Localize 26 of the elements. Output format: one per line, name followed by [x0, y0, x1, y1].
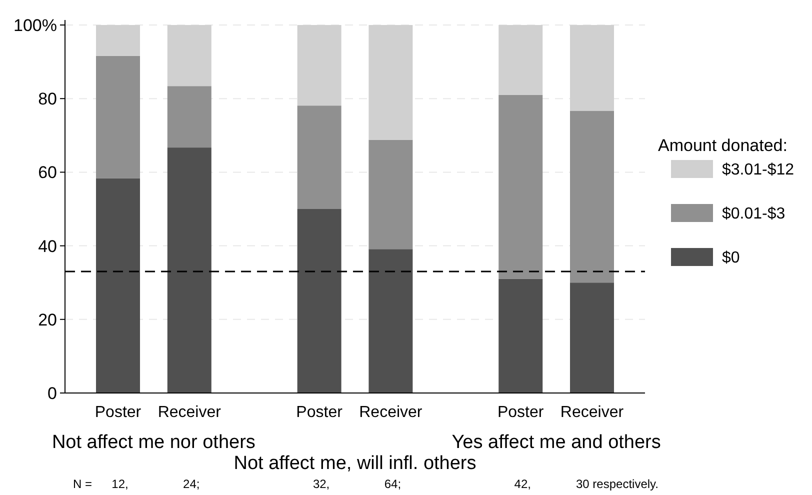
x-tick-label: Receiver	[560, 404, 624, 421]
text: Not affect me nor others	[52, 432, 256, 453]
x-tick-label: Receiver	[359, 404, 423, 421]
text: 24;	[183, 477, 200, 491]
y-tick-label: 0	[48, 384, 57, 403]
y-tick-label: 100%	[14, 16, 57, 35]
text: 12,	[112, 477, 128, 491]
y-tick-label: 40	[38, 236, 57, 256]
text: Yes affect me and others	[452, 432, 661, 453]
legend-label: $0	[722, 250, 740, 267]
y-tick-label: 60	[38, 163, 57, 182]
y-tick-label: 80	[38, 90, 57, 109]
legend-label: $3.01-$12	[722, 162, 794, 179]
text: 42,	[514, 477, 531, 491]
text: 64;	[384, 477, 402, 491]
legend-title: Amount donated:	[658, 136, 788, 155]
x-tick-label: Poster	[296, 404, 344, 421]
legend-label: $0.01-$3	[722, 206, 786, 223]
text: 30 respectively.	[576, 477, 658, 491]
x-tick-label: Receiver	[158, 404, 222, 421]
text: 32,	[312, 477, 330, 491]
x-tick-label: Poster	[94, 404, 142, 421]
y-tick-label: 20	[38, 310, 57, 330]
text: N =	[73, 477, 92, 491]
x-tick-label: Poster	[497, 404, 544, 421]
text: Not affect me, will infl. others	[234, 453, 476, 474]
